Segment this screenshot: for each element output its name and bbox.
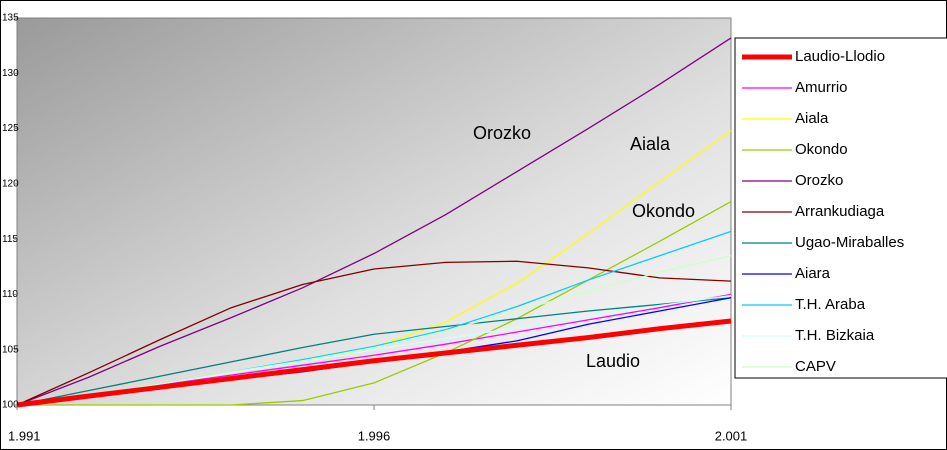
legend-label: T.H. Araba	[795, 296, 866, 313]
legend-label: Ugao-Miraballes	[795, 234, 904, 251]
annotation: Okondo	[632, 201, 695, 221]
y-tick-label: 135	[2, 13, 19, 24]
x-tick-label: 1.996	[358, 428, 391, 443]
series-line	[16, 260, 732, 406]
y-tick-label: 100	[2, 400, 19, 411]
y-tick-label: 110	[2, 289, 18, 300]
y-tick-label: 115	[2, 234, 18, 245]
y-tick-label: 125	[2, 123, 19, 134]
legend-label: Okondo	[795, 141, 848, 158]
legend	[734, 37, 947, 379]
annotation: Laudio	[586, 351, 640, 371]
y-tick-label: 120	[2, 178, 19, 189]
series-line	[16, 297, 732, 406]
legend-label: Amurrio	[795, 79, 848, 96]
legend-label: Aiara	[795, 265, 831, 282]
series-line	[16, 318, 732, 408]
annotation: Aiala	[630, 134, 671, 154]
legend-label: Arrankudiaga	[795, 203, 885, 220]
legend-label: CAPV	[795, 358, 836, 375]
legend-label: Orozko	[795, 172, 843, 189]
y-tick-label: 130	[2, 68, 19, 79]
x-tick-label: 2.001	[715, 428, 748, 443]
series-line	[16, 37, 732, 406]
series-line	[17, 200, 732, 406]
legend-label: Aiala	[795, 110, 829, 127]
x-tick-label: 1.991	[8, 428, 41, 443]
legend-label: T.H. Bizkaia	[795, 327, 875, 344]
series-line	[16, 255, 732, 406]
plot-area	[16, 17, 732, 406]
annotation: Orozko	[473, 123, 531, 143]
y-tick-label: 105	[2, 344, 19, 355]
legend-label: Laudio-Llodio	[795, 48, 885, 65]
